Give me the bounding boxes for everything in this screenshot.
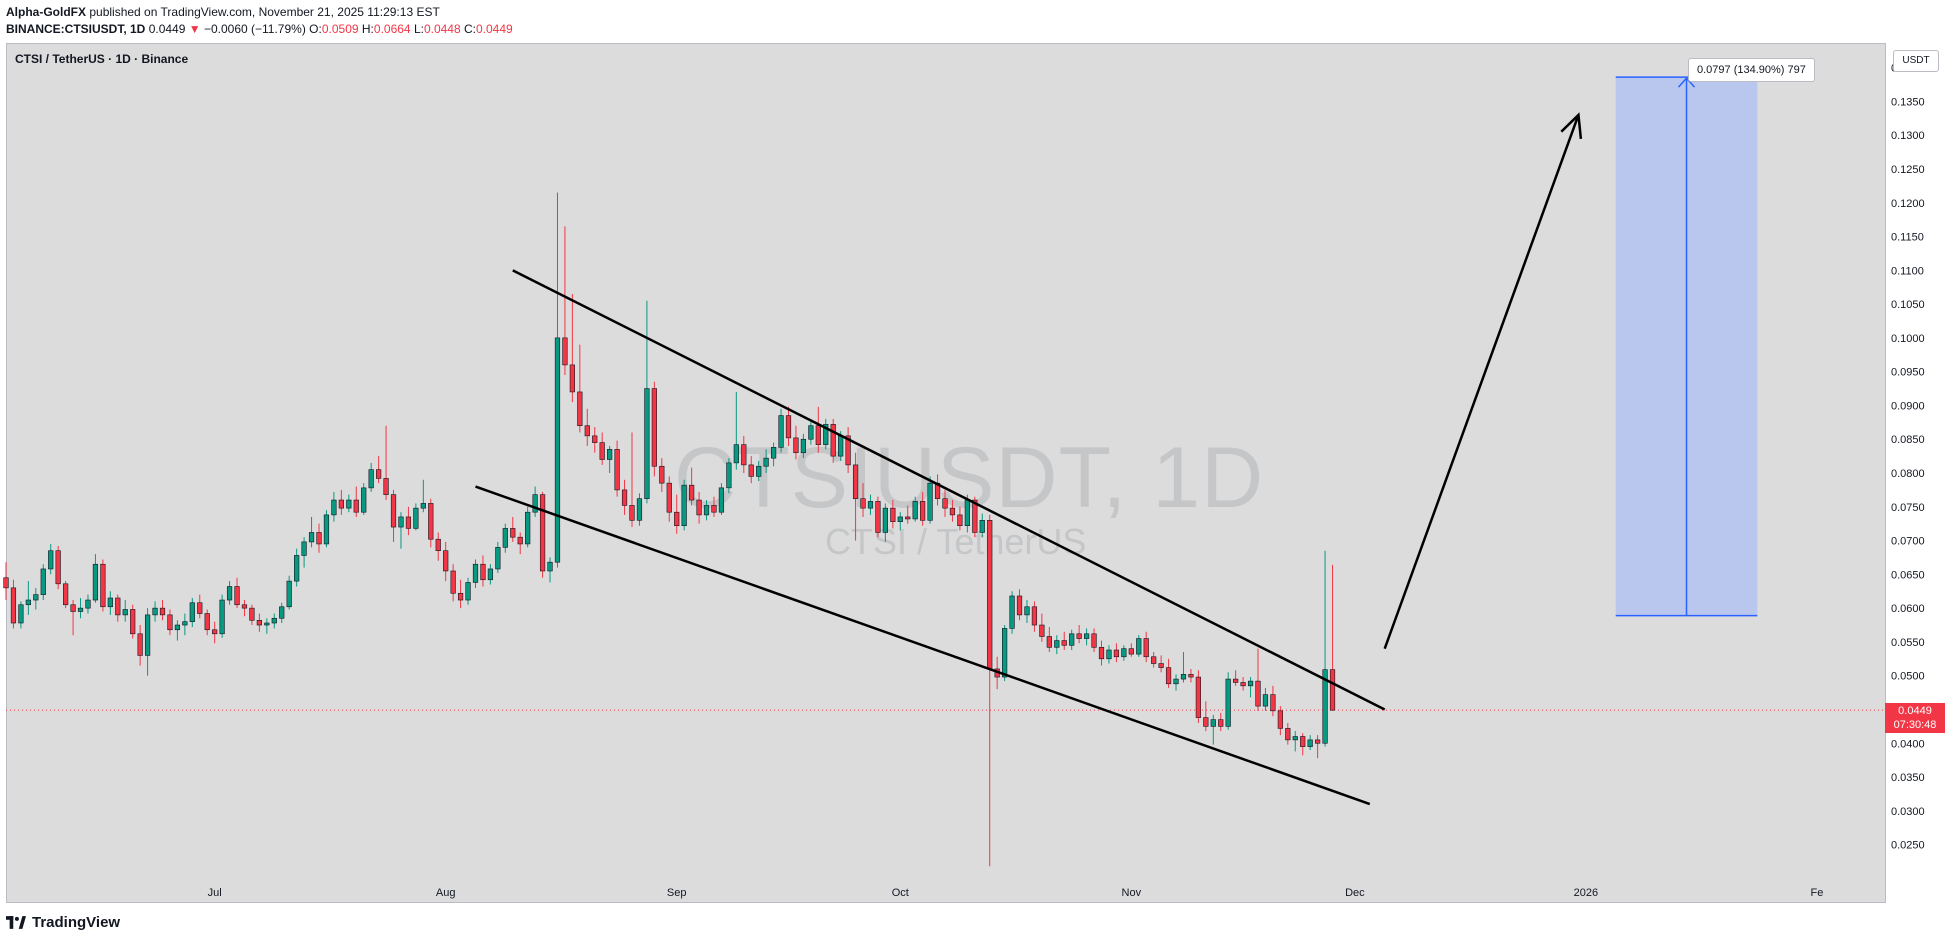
- symbol-label: BINANCE:CTSIUSDT, 1D: [6, 22, 146, 36]
- low-label: L:: [413, 22, 424, 36]
- close-label: C:: [464, 22, 476, 36]
- publish-header: Alpha-GoldFX published on TradingView.co…: [6, 4, 513, 38]
- symbol-watermark: CTSIUSDT, 1D: [674, 430, 1265, 526]
- change-down-icon: ▼: [188, 22, 201, 36]
- bar-countdown: 07:30:48: [1893, 719, 1937, 731]
- high-value: 0.0664: [373, 22, 411, 36]
- open-label: O:: [309, 22, 322, 36]
- currency-badge[interactable]: USDT: [1893, 50, 1939, 72]
- low-value: 0.0448: [423, 22, 461, 36]
- publish-line: Alpha-GoldFX published on TradingView.co…: [6, 4, 513, 21]
- chart-title: CTSI / TetherUS · 1D · Binance: [15, 52, 189, 66]
- ohlc-line: BINANCE:CTSIUSDT, 1D 0.0449 ▼ −0.0060 (−…: [6, 21, 513, 38]
- chart-pane[interactable]: CTSI / TetherUS · 1D · Binance CTSIUSDT,…: [6, 43, 1886, 903]
- close-value: 0.0449: [476, 22, 513, 36]
- tradingview-logo-icon: [6, 916, 26, 929]
- open-value: 0.0509: [321, 22, 359, 36]
- measure-label: 0.0797 (134.90%) 797: [1688, 58, 1815, 82]
- price-axis[interactable]: [1886, 43, 1957, 903]
- tradingview-logo[interactable]: TradingView: [6, 914, 120, 931]
- description-watermark: CTSI / TetherUS: [825, 521, 1087, 562]
- high-label: H:: [361, 22, 374, 36]
- last-price-tag-value: 0.0449: [1898, 705, 1932, 717]
- last-price-tag: 0.0449 07:30:48: [1885, 703, 1945, 733]
- publish-info: published on TradingView.com, November 2…: [89, 5, 440, 19]
- author-name[interactable]: Alpha-GoldFX: [6, 5, 86, 19]
- change-value: −0.0060 (−11.79%): [203, 22, 306, 36]
- footer-brand: TradingView: [32, 914, 121, 931]
- last-price: 0.0449: [148, 22, 186, 36]
